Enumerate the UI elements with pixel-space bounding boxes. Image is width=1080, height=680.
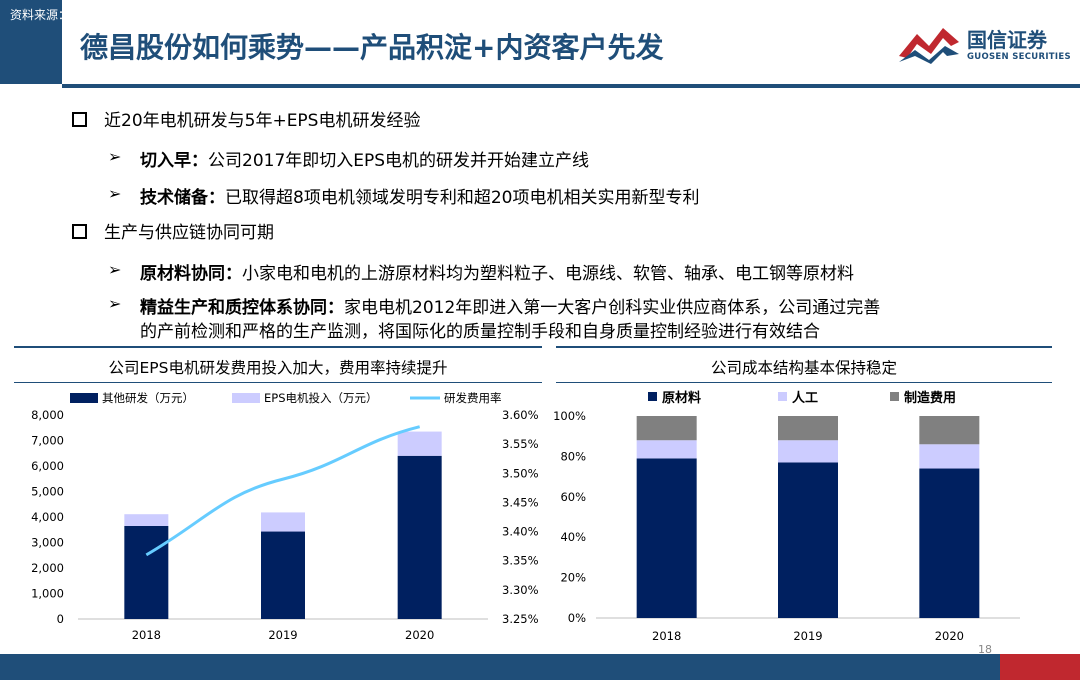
y2-tick-label: 3.50% [502,466,539,480]
x-tick-label: 2020 [935,629,964,643]
bullet-material-synergy: 原材料协同：小家电和电机的上游原材料均为塑料粒子、电源线、软管、轴承、电工钢等原… [140,259,854,284]
y2-tick-label: 3.40% [502,525,539,539]
arrow-bullet-icon: ➢ [108,294,122,313]
bar-segment [919,444,980,469]
title-accent-bar [0,0,62,84]
x-tick-label: 2019 [793,629,822,643]
x-tick-label: 2018 [652,629,681,643]
chart2-top-rule [556,346,1052,348]
bullet-text: 家电电机2012年即进入第一大客户创科实业供应商体系，公司通过完善 [344,298,881,318]
y2-tick-label: 3.45% [502,495,539,509]
legend-swatch [70,393,98,403]
chart1-title-rule [14,382,542,383]
arrow-bullet-icon: ➢ [108,184,122,203]
legend-swatch [232,393,260,403]
legend-label: 人工 [792,390,818,406]
footer-bar [0,654,1080,680]
y-tick-label: 0 [57,612,64,626]
y-tick-label: 60% [560,490,586,504]
x-tick-label: 2018 [132,628,161,642]
logo-text-cn: 国信证券 [967,28,1047,52]
guosen-logo-mark-icon [899,28,959,64]
line-rd-ratio [145,425,421,557]
section-heading-rd: 近20年电机研发与5年+EPS电机研发经验 [104,111,421,131]
bar-eps [124,514,169,526]
x-tick-label: 2019 [268,628,297,642]
bullet-square-icon [72,112,87,127]
chart-rd-expense: 其他研发（万元） EPS电机投入（万元） 研发费用率 0 1,000 2,000 3,000… [31,391,539,642]
bullet-text: 已取得超8项电机领域发明专利和超20项电机相关实用新型专利 [225,188,700,208]
y-tick-label: 1,000 [31,587,64,601]
chart2-title: 公司成本结构基本保持稳定 [710,359,897,377]
bullet-early-entry: 切入早：公司2017年即切入EPS电机的研发并开始建立产线 [140,146,589,171]
y-tick-label: 80% [560,449,586,463]
y2-tick-label: 3.30% [502,583,539,597]
footer-source-right: 资料来源：德昌股份公告，国信证券经济研究所整理 [560,8,837,22]
bar-segment [778,416,838,441]
page-title: 德昌股份如何乘势——产品积淀+内资客户先发 [80,31,664,64]
legend-swatch [778,392,787,401]
bar-other-rd [261,531,305,619]
title-rule [62,84,1080,88]
legend-label: 研发费用率 [444,391,502,405]
y2-tick-label: 3.60% [502,408,539,422]
bar-other-rd [397,455,442,619]
page-number: 18 [978,643,992,656]
bullet-label: 技术储备： [140,188,225,208]
section-heading-supply: 生产与供应链协同可期 [104,223,274,243]
y-tick-label: 8,000 [31,408,64,422]
y-tick-label: 7,000 [31,434,64,448]
guosen-logo: 国信证券 GUOSEN SECURITIES [895,20,1071,70]
bar-segment [636,458,697,618]
bar-segment [778,462,838,618]
y-tick-label: 3,000 [31,536,64,550]
y2-tick-label: 3.35% [502,554,539,568]
bullet-square-icon [72,224,87,239]
legend-label: 制造费用 [904,390,956,406]
bar-segment [636,416,697,441]
footer-accent-stripe [1000,654,1080,680]
bullet-label: 精益生产和质控体系协同： [140,298,344,318]
bar-segment [919,468,980,618]
logo-text-en: GUOSEN SECURITIES [967,52,1071,62]
chart1-title: 公司EPS电机研发费用投入加大，费用率持续提升 [108,359,448,377]
bullet-label: 原材料协同： [140,264,242,284]
arrow-bullet-icon: ➢ [108,147,122,166]
y-tick-label: 4,000 [31,510,64,524]
bar-segment [778,440,838,463]
y-tick-label: 20% [560,571,586,585]
bullet-quality-synergy-cont: 的产前检测和严格的生产监测，将国际化的质量控制手段和自身质量控制经验进行有效结合 [140,322,820,342]
y-tick-label: 100% [553,409,586,423]
bar-other-rd [124,525,169,619]
bullet-tech-reserve: 技术储备：已取得超8项电机领域发明专利和超20项电机相关实用新型专利 [140,183,699,208]
bullet-label: 切入早： [140,151,208,171]
y-tick-label: 0% [568,611,586,625]
legend-label: EPS电机投入（万元） [264,391,378,405]
legend-label: 原材料 [662,390,701,406]
arrow-bullet-icon: ➢ [108,260,122,279]
chart2-title-rule [556,382,1052,383]
bullet-quality-synergy: 精益生产和质控体系协同：家电电机2012年即进入第一大客户创科实业供应商体系，公… [140,293,880,318]
y-tick-label: 40% [560,530,586,544]
legend-label: 其他研发（万元） [102,391,194,405]
footer-source-left: 资料来源：德昌股份公告，国信证券经济研究所整理 [10,8,287,22]
bullet-text: 公司2017年即切入EPS电机的研发并开始建立产线 [208,151,590,171]
bar-eps [261,512,305,532]
legend-swatch [648,392,657,401]
x-tick-label: 2020 [405,628,434,642]
chart-cost-structure: 原材料 人工 制造费用 0% 20% 40% 60% 80% 100% 2018 2019 2020 [553,390,1020,643]
y2-tick-label: 3.25% [502,612,539,626]
y-tick-label: 2,000 [31,561,64,575]
chart1-top-rule [14,346,542,348]
bullet-text: 小家电和电机的上游原材料均为塑料粒子、电源线、软管、轴承、电工钢等原材料 [242,264,854,284]
legend-swatch [890,392,899,401]
y2-tick-label: 3.55% [502,437,539,451]
bar-segment [919,416,980,445]
y-tick-label: 5,000 [31,485,64,499]
bar-segment [636,440,697,459]
bar-eps [397,431,442,456]
y-tick-label: 6,000 [31,459,64,473]
